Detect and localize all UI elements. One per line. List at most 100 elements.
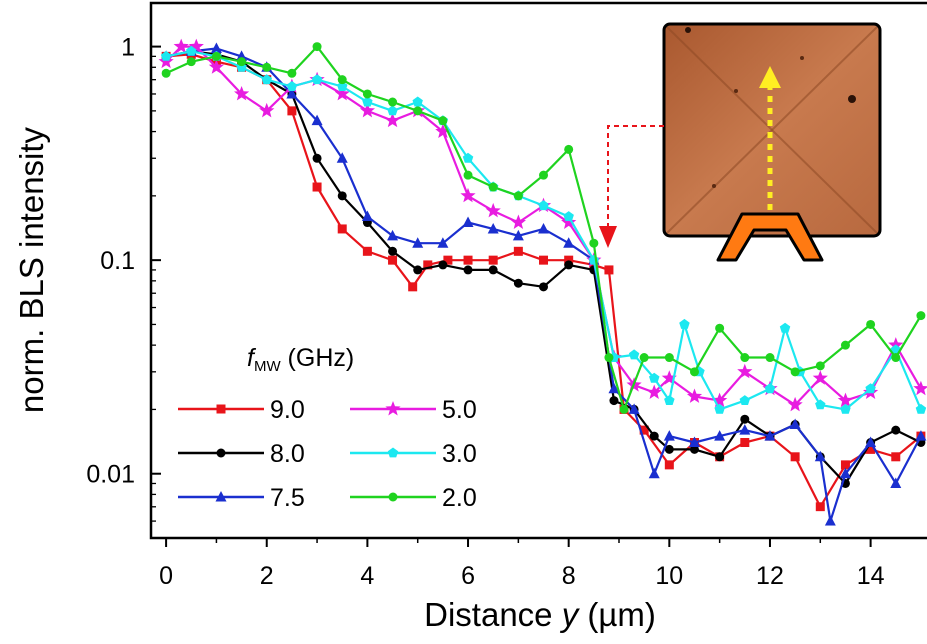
data-point bbox=[689, 437, 700, 448]
data-point bbox=[608, 383, 619, 394]
data-point bbox=[740, 353, 749, 362]
data-point bbox=[840, 404, 851, 414]
data-point bbox=[915, 430, 926, 441]
antenna-icon bbox=[716, 212, 824, 262]
data-point bbox=[464, 256, 473, 265]
data-point bbox=[388, 247, 397, 256]
data-point bbox=[690, 367, 699, 376]
data-point bbox=[780, 323, 791, 333]
data-point bbox=[287, 69, 296, 78]
legend-marker bbox=[387, 447, 399, 458]
series-7.5 bbox=[161, 42, 927, 525]
data-point bbox=[186, 46, 197, 56]
data-point bbox=[888, 337, 903, 352]
data-point bbox=[841, 341, 850, 350]
legend-item-9.0: 9.0 bbox=[178, 396, 305, 424]
legend-marker bbox=[215, 491, 227, 502]
data-point bbox=[866, 445, 875, 454]
data-point bbox=[189, 39, 204, 54]
data-point bbox=[460, 188, 475, 202]
data-point bbox=[489, 183, 498, 192]
data-point bbox=[629, 403, 640, 414]
data-point bbox=[838, 393, 853, 408]
data-point bbox=[234, 86, 249, 100]
data-point bbox=[891, 426, 900, 435]
data-point bbox=[312, 74, 323, 84]
data-point bbox=[649, 468, 660, 479]
data-point bbox=[489, 256, 498, 265]
data-point bbox=[679, 319, 690, 329]
data-point bbox=[438, 116, 447, 125]
inset-diagonal-line bbox=[666, 26, 878, 234]
data-point bbox=[464, 171, 473, 180]
data-point bbox=[161, 51, 171, 61]
data-point bbox=[913, 381, 927, 396]
data-point bbox=[840, 468, 851, 479]
y-tick-label: 1 bbox=[121, 34, 135, 62]
series-group bbox=[159, 39, 927, 526]
data-point bbox=[865, 437, 876, 448]
data-point bbox=[916, 404, 927, 414]
data-point bbox=[262, 74, 273, 84]
data-point bbox=[816, 502, 825, 511]
data-point bbox=[338, 191, 347, 200]
data-point bbox=[438, 260, 447, 269]
data-point bbox=[737, 364, 752, 379]
data-point bbox=[640, 353, 649, 362]
x-tick-label: 14 bbox=[857, 562, 885, 590]
data-point bbox=[412, 237, 423, 248]
series-line-3.0 bbox=[166, 51, 921, 409]
data-point bbox=[564, 145, 573, 154]
data-point bbox=[337, 81, 348, 91]
data-point bbox=[662, 370, 677, 385]
data-point bbox=[211, 42, 222, 53]
data-point bbox=[916, 311, 925, 320]
data-point bbox=[464, 265, 473, 274]
data-point bbox=[714, 404, 725, 414]
inset-scan-arrow-head bbox=[759, 66, 781, 88]
data-point bbox=[788, 397, 803, 412]
data-point bbox=[388, 98, 397, 107]
data-point bbox=[765, 353, 774, 362]
legend-label: 2.0 bbox=[442, 484, 477, 512]
data-point bbox=[604, 353, 613, 362]
data-point bbox=[687, 389, 702, 403]
data-point bbox=[174, 39, 189, 54]
data-point bbox=[640, 426, 649, 435]
data-point bbox=[539, 171, 548, 180]
y-tick-label: 0.01 bbox=[86, 461, 135, 489]
data-point bbox=[712, 393, 727, 408]
legend-label: 5.0 bbox=[442, 396, 477, 424]
data-point bbox=[815, 451, 826, 462]
data-point bbox=[564, 256, 573, 265]
data-point bbox=[891, 353, 900, 362]
legend-label: 8.0 bbox=[270, 440, 305, 468]
data-point bbox=[513, 230, 524, 241]
data-point bbox=[791, 367, 800, 376]
legend-title: fMW (GHz) bbox=[247, 344, 354, 375]
data-point bbox=[362, 97, 372, 107]
data-point bbox=[865, 383, 875, 393]
data-point bbox=[360, 103, 375, 118]
y-axis-ticks: 1 0.1 0.01 bbox=[86, 34, 161, 539]
data-point bbox=[890, 477, 901, 488]
x-tick-label: 2 bbox=[260, 562, 274, 590]
data-point bbox=[262, 63, 271, 72]
data-point bbox=[825, 515, 836, 526]
data-point bbox=[589, 239, 598, 248]
legend-item-5.0: 5.0 bbox=[350, 396, 477, 424]
data-point bbox=[564, 260, 573, 269]
data-point bbox=[259, 103, 274, 118]
legend-marker bbox=[216, 404, 226, 414]
data-point bbox=[337, 152, 348, 163]
data-point bbox=[841, 460, 850, 469]
y-axis-title: norm. BLS intensity bbox=[13, 126, 50, 413]
inset-defect bbox=[800, 56, 804, 60]
data-point bbox=[463, 153, 474, 163]
data-point bbox=[740, 395, 750, 405]
data-point bbox=[764, 430, 775, 441]
legend-marker bbox=[388, 492, 398, 502]
x-tick-label: 12 bbox=[756, 562, 784, 590]
data-point bbox=[765, 383, 776, 393]
x-axis-title: Distance y (µm) bbox=[424, 596, 656, 633]
